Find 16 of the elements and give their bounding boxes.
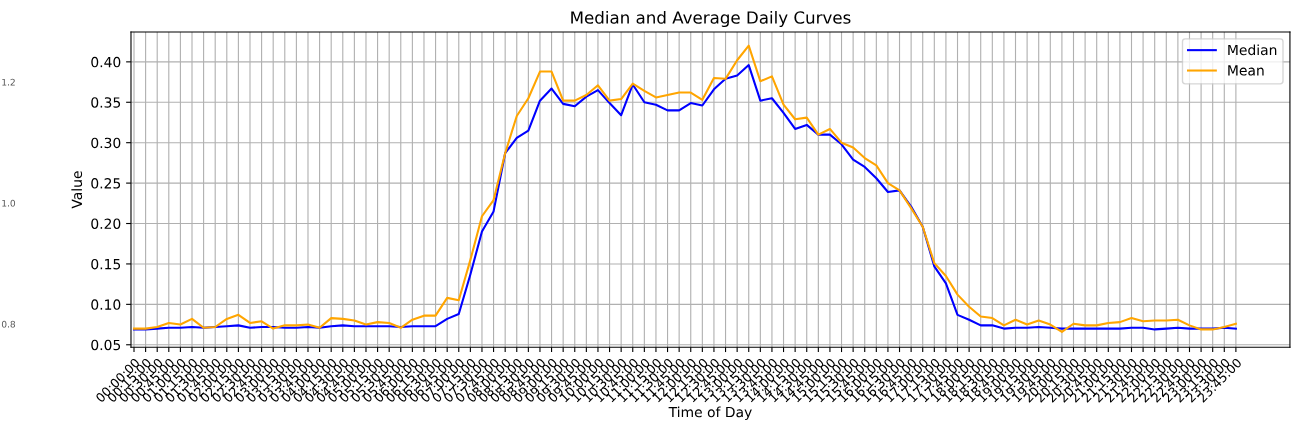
- legend-label: Mean: [1228, 65, 1264, 76]
- text: 0.8: [1, 320, 16, 328]
- y-tick-label: 0.40: [91, 56, 121, 68]
- y-tick-label: 0.35: [91, 97, 121, 108]
- text: 1.0: [2, 199, 16, 207]
- y-tick-label: 0.25: [91, 178, 121, 189]
- y-tick-label: 0.10: [91, 299, 121, 310]
- chart-title: Median and Average Daily Curves: [571, 10, 851, 28]
- y-tick-label: 0.15: [91, 258, 121, 270]
- text: 1.2: [2, 78, 15, 86]
- y-tick-label: 0.05: [91, 339, 121, 351]
- y-axis-title: Value: [71, 171, 83, 209]
- y-tick-label: 0.30: [91, 137, 121, 149]
- x-axis-title: Time of Day: [668, 406, 752, 420]
- legend-label: Median: [1228, 44, 1277, 56]
- y-tick-label: 0.20: [91, 218, 121, 229]
